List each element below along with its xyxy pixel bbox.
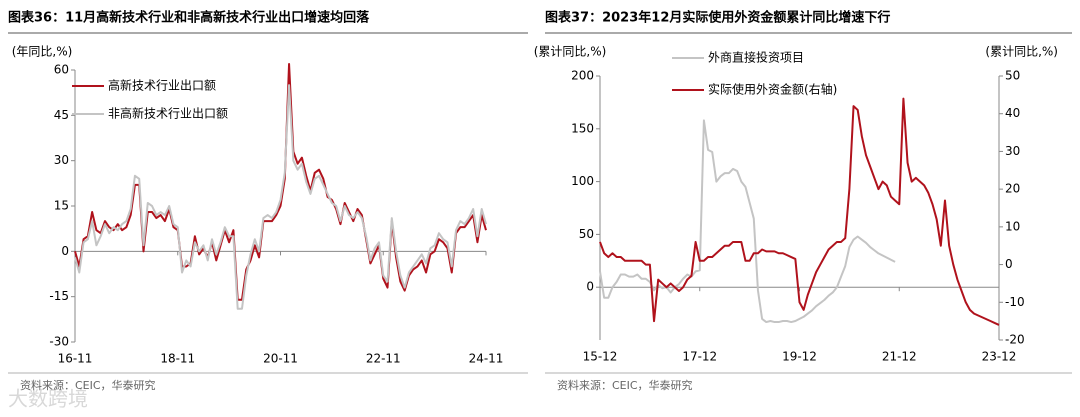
y2-tick-label: 20 xyxy=(1005,182,1020,196)
x-tick-label: 22-11 xyxy=(366,352,401,366)
chart-title: 图表36：11月高新技术行业和非高新技术行业出口增速均回落 xyxy=(8,10,370,26)
y-tick-label: 0 xyxy=(61,244,69,258)
y2-tick-label: 50 xyxy=(1005,69,1020,83)
source: 资料来源：CEIC，华泰研究 xyxy=(557,378,693,392)
x-tick-label: 19-12 xyxy=(782,350,817,364)
source: 资料来源：CEIC，华泰研究 xyxy=(20,378,156,392)
y2-axis-label: (累计同比,%) xyxy=(985,45,1058,59)
y-tick-label: 15 xyxy=(54,199,69,213)
series-line xyxy=(74,62,487,301)
legend-label: 实际使用外资金额(右轴) xyxy=(708,82,837,97)
x-tick-label: 20-11 xyxy=(263,352,298,366)
y2-tick-label: 40 xyxy=(1005,106,1020,120)
y2-tick-label: 0 xyxy=(1005,257,1013,271)
y-tick-label: 45 xyxy=(54,108,69,122)
series-line xyxy=(599,97,1000,326)
x-tick-label: 17-12 xyxy=(682,350,717,364)
series-line xyxy=(74,84,487,310)
x-tick-label: 15-12 xyxy=(583,350,618,364)
x-tick-label: 18-11 xyxy=(160,352,195,366)
watermark: 大数跨境 xyxy=(8,387,88,411)
y-tick-label: 0 xyxy=(586,280,594,294)
x-tick-label: 24-11 xyxy=(469,352,504,366)
y-axis-label: (年同比,%) xyxy=(12,45,73,59)
y-tick-label: 100 xyxy=(571,174,594,188)
y2-tick-label: -20 xyxy=(1005,333,1025,347)
y-tick-label: 60 xyxy=(54,63,69,77)
x-tick-label: 16-11 xyxy=(58,352,93,366)
y2-tick-label: 30 xyxy=(1005,144,1020,158)
y-tick-label: 50 xyxy=(579,227,594,241)
y2-tick-label: 10 xyxy=(1005,219,1020,233)
y-tick-label: -15 xyxy=(49,289,69,303)
chart-title: 图表37：2023年12月实际使用外资金额累计同比增速下行 xyxy=(545,10,890,26)
legend-label: 外商直接投资项目 xyxy=(708,50,804,65)
series-line xyxy=(599,119,896,324)
y-tick-label: 200 xyxy=(571,69,594,83)
x-tick-label: 23-12 xyxy=(982,350,1017,364)
x-tick-label: 21-12 xyxy=(882,350,917,364)
legend-label: 非高新技术行业出口额 xyxy=(108,106,228,121)
y-tick-label: -30 xyxy=(49,335,69,349)
y2-tick-label: -10 xyxy=(1005,295,1025,309)
y-tick-label: 150 xyxy=(571,121,594,135)
legend-label: 高新技术行业出口额 xyxy=(108,78,216,93)
y-axis-label: (累计同比,%) xyxy=(534,45,607,59)
y-tick-label: 30 xyxy=(54,153,69,167)
